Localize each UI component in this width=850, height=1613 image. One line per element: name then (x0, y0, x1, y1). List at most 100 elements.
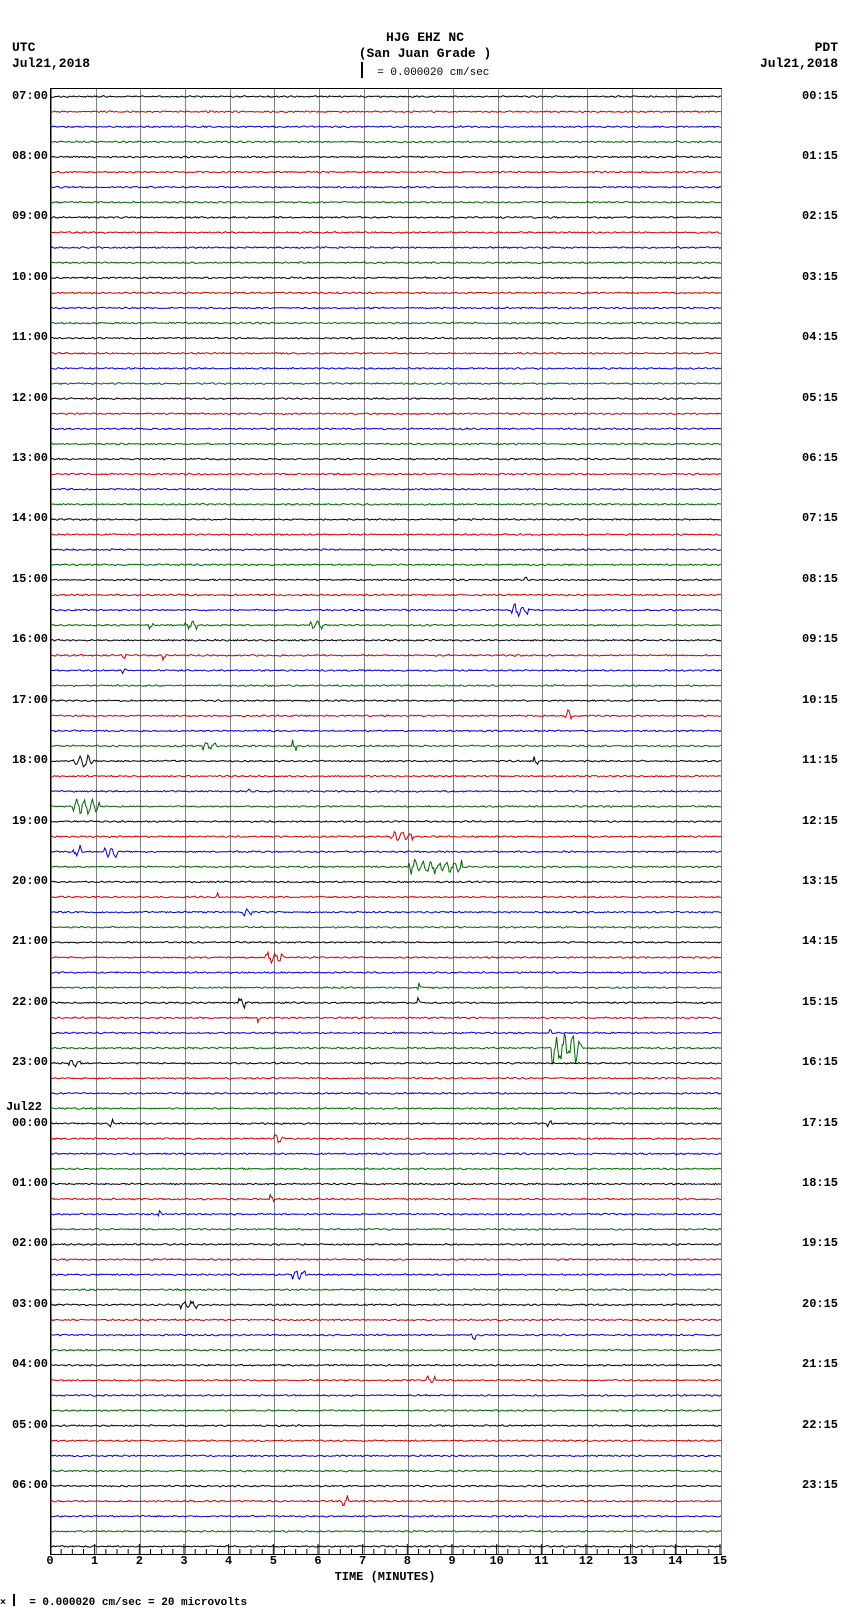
trace-line (51, 1017, 721, 1022)
pdt-time-label: 11:15 (802, 753, 844, 767)
utc-time-label: 22:00 (6, 995, 48, 1009)
trace-line (51, 1395, 721, 1397)
amplitude-scale: = 0.000020 cm/sec (0, 64, 850, 80)
seismogram-container: HJG EHZ NC (San Juan Grade ) = 0.000020 … (0, 0, 850, 1613)
trace-line (51, 700, 721, 702)
x-tick-label: 0 (46, 1554, 53, 1568)
trace-line (51, 503, 721, 505)
scale-bar-icon (13, 1594, 15, 1606)
trace-line (51, 96, 721, 98)
utc-time-label: 08:00 (6, 149, 48, 163)
utc-time-label: 19:00 (6, 814, 48, 828)
pdt-time-label: 03:15 (802, 270, 844, 284)
trace-line (51, 1425, 721, 1427)
trace-line (51, 577, 721, 581)
trace-line (51, 1495, 721, 1505)
left-date: Jul21,2018 (12, 56, 90, 71)
trace-line (51, 893, 721, 898)
trace-line (51, 952, 721, 963)
trace-line (51, 799, 721, 815)
trace-line (51, 1455, 721, 1457)
trace-line (51, 1319, 721, 1321)
x-tick-label: 6 (314, 1554, 321, 1568)
utc-time-label: 07:00 (6, 89, 48, 103)
trace-line (51, 881, 721, 883)
footer-scale: × = 0.000020 cm/sec = 20 microvolts (0, 1596, 247, 1609)
x-tick-label: 10 (489, 1554, 503, 1568)
utc-time-label: 12:00 (6, 391, 48, 405)
trace-line (51, 604, 721, 616)
trace-line (51, 519, 721, 521)
pdt-time-label: 19:15 (802, 1236, 844, 1250)
trace-line (51, 262, 721, 264)
trace-line (51, 1531, 721, 1533)
right-timezone: PDT (815, 40, 838, 55)
pdt-time-label: 22:15 (802, 1418, 844, 1432)
trace-line (51, 1153, 721, 1155)
pdt-time-label: 15:15 (802, 995, 844, 1009)
trace-line (51, 1515, 721, 1517)
pdt-time-label: 21:15 (802, 1357, 844, 1371)
utc-time-label: 11:00 (6, 330, 48, 344)
trace-line (51, 1168, 721, 1170)
trace-line (51, 1228, 721, 1230)
trace-line (51, 1470, 721, 1472)
footer-scale-text: = 0.000020 cm/sec = 20 microvolts (29, 1597, 247, 1609)
trace-line (51, 368, 721, 370)
x-tick-label: 14 (668, 1554, 682, 1568)
trace-line (51, 1410, 721, 1412)
trace-svg (51, 89, 721, 1554)
trace-line (51, 1060, 721, 1067)
pdt-time-label: 04:15 (802, 330, 844, 344)
x-tick-label: 7 (359, 1554, 366, 1568)
utc-time-label: 04:00 (6, 1357, 48, 1371)
trace-line (51, 1271, 721, 1279)
utc-time-label: 02:00 (6, 1236, 48, 1250)
trace-line (51, 247, 721, 249)
trace-line (51, 775, 721, 777)
utc-time-label: 14:00 (6, 511, 48, 525)
trace-line (51, 740, 721, 751)
x-tick-label: 4 (225, 1554, 232, 1568)
trace-line (51, 217, 721, 219)
utc-time-label: 10:00 (6, 270, 48, 284)
trace-line (51, 307, 721, 309)
pdt-time-label: 08:15 (802, 572, 844, 586)
trace-line (51, 941, 721, 943)
trace-line (51, 1289, 721, 1291)
utc-time-label: 17:00 (6, 693, 48, 707)
utc-time-label: 16:00 (6, 632, 48, 646)
station-name: (San Juan Grade ) (0, 46, 850, 61)
seismogram-plot (50, 88, 722, 1555)
utc-time-label: 23:00 (6, 1055, 48, 1069)
trace-line (51, 473, 721, 475)
trace-line (51, 710, 721, 719)
trace-line (51, 458, 721, 460)
utc-time-label: 06:00 (6, 1478, 48, 1492)
trace-line (51, 1119, 721, 1126)
trace-line (51, 186, 721, 188)
trace-line (51, 1183, 721, 1185)
trace-line (51, 292, 721, 294)
trace-line (51, 755, 721, 767)
gridline (721, 89, 722, 1554)
trace-line (51, 685, 721, 687)
utc-time-label: 13:00 (6, 451, 48, 465)
utc-time-label: 05:00 (6, 1418, 48, 1432)
utc-time-label: 18:00 (6, 753, 48, 767)
utc-time-label: 15:00 (6, 572, 48, 586)
trace-line (51, 564, 721, 566)
pdt-time-label: 17:15 (802, 1116, 844, 1130)
trace-line (51, 398, 721, 400)
trace-line (51, 621, 721, 630)
pdt-time-label: 00:15 (802, 89, 844, 103)
pdt-time-label: 12:15 (802, 814, 844, 828)
trace-line (51, 413, 721, 415)
left-timezone: UTC (12, 40, 35, 55)
amplitude-scale-text: = 0.000020 cm/sec (377, 67, 489, 79)
pdt-time-label: 18:15 (802, 1176, 844, 1190)
pdt-time-label: 23:15 (802, 1478, 844, 1492)
pdt-time-label: 20:15 (802, 1297, 844, 1311)
pdt-time-label: 16:15 (802, 1055, 844, 1069)
trace-line (51, 232, 721, 234)
